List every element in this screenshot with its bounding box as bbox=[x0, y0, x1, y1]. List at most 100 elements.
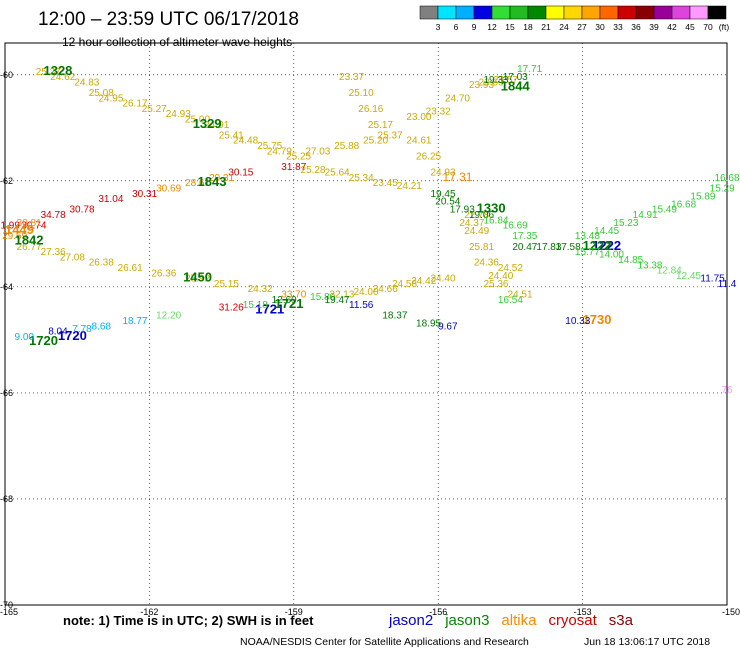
wave-height-label: 28.61 bbox=[185, 178, 210, 189]
pass-time-label: 1330 bbox=[477, 201, 506, 216]
wave-height-label: 16.54 bbox=[498, 295, 523, 306]
satellite-legend-item: jason2 bbox=[388, 612, 433, 629]
wave-height-label: 24.37 bbox=[459, 218, 484, 229]
wave-height-label: 15.89 bbox=[690, 191, 715, 202]
satellite-legend-item: cryosat bbox=[548, 612, 597, 629]
wave-height-label: 17.03 bbox=[503, 72, 528, 83]
wave-height-label: 26.16 bbox=[358, 104, 383, 115]
pass-time-label: 1720 bbox=[58, 328, 87, 343]
x-tick-label: -165 bbox=[0, 607, 18, 617]
wave-height-label: 24.61 bbox=[406, 136, 431, 147]
wave-height-label: 24.21 bbox=[397, 181, 422, 192]
wave-height-label: 15.80 bbox=[310, 292, 335, 303]
y-tick-label: -60 bbox=[0, 70, 13, 80]
wave-height-label: 34.78 bbox=[41, 210, 66, 221]
y-tick-label: -66 bbox=[0, 388, 13, 398]
pass-time-label: 1721 bbox=[275, 296, 304, 311]
scale-swatch bbox=[707, 5, 727, 20]
wave-height-label: 30.78 bbox=[69, 205, 94, 216]
plot-frame bbox=[4, 42, 728, 606]
wave-height-label: 23.57 bbox=[493, 75, 518, 86]
wave-height-label: 14.00 bbox=[599, 250, 624, 261]
scale-tick-label: 36 bbox=[631, 22, 641, 32]
scale-swatch bbox=[437, 5, 457, 20]
wave-height-label: 19.47 bbox=[325, 295, 350, 306]
wave-height-label: 25.08 bbox=[89, 88, 114, 99]
wave-height-label: 11.4 bbox=[718, 279, 737, 290]
satellite-legend: jason2 jason3 altika cryosat s3a bbox=[388, 612, 634, 629]
satellite-legend-item: jason3 bbox=[444, 612, 489, 629]
scale-tick-label: 15 bbox=[505, 22, 515, 32]
scale-unit-label: (ft) bbox=[719, 22, 730, 32]
scale-tick-label: 30 bbox=[595, 22, 605, 32]
wave-height-label: 24.95 bbox=[98, 93, 123, 104]
wave-height-label: 7.78 bbox=[72, 324, 92, 335]
wave-height-label: 24.62 bbox=[50, 72, 75, 83]
wave-height-label: 13.38 bbox=[637, 260, 662, 271]
chart-title: 12:00 – 23:59 UTC 06/17/2018 bbox=[38, 9, 299, 30]
pass-time-label: 1721 bbox=[255, 301, 284, 316]
wave-height-label: 12.69 bbox=[272, 295, 297, 306]
wave-height-label: 25.88 bbox=[334, 141, 359, 152]
wave-height-label: 25.20 bbox=[363, 136, 388, 147]
scale-swatch bbox=[473, 5, 493, 20]
wave-height-label: 24.40 bbox=[430, 274, 455, 285]
wave-height-label: 24.79 bbox=[267, 146, 292, 157]
scale-tick-label: 24 bbox=[559, 22, 569, 32]
wave-height-label: 25.75 bbox=[257, 141, 282, 152]
pass-time-label: 1730 bbox=[583, 312, 612, 327]
wave-height-label: 17.31 bbox=[442, 170, 472, 184]
scale-tick-label: 3 bbox=[436, 22, 441, 32]
wave-height-label: 24.58 bbox=[392, 279, 417, 290]
wave-height-label: 25.17 bbox=[368, 120, 393, 131]
wave-height-label: 76 bbox=[721, 385, 733, 396]
wave-height-label: 24.36 bbox=[474, 258, 499, 269]
scale-swatch bbox=[689, 5, 709, 20]
wave-height-label: 14.85 bbox=[618, 255, 643, 266]
footer-credit: NOAA/NESDIS Center for Satellite Applica… bbox=[240, 636, 529, 648]
x-tick-label: -159 bbox=[285, 607, 303, 617]
x-axis-ticks: -165 -162 -159 -156 -153 -150 bbox=[0, 607, 740, 617]
wave-height-label: 18.37 bbox=[382, 311, 407, 322]
wave-height-label: 19.33 bbox=[483, 75, 508, 86]
color-scale-legend: 3 6 9 12 15 18 21 24 27 30 33 36 39 42 45 70 (ft) bbox=[419, 5, 730, 32]
scale-tick-label: 39 bbox=[649, 22, 659, 32]
wave-height-label: 14.45 bbox=[594, 226, 619, 237]
wave-height-label: 31.87 bbox=[281, 162, 306, 173]
pass-time-label: 1450 bbox=[183, 270, 212, 285]
wave-height-label: 27.03 bbox=[305, 146, 330, 157]
scale-tick-label: 42 bbox=[667, 22, 677, 32]
scale-swatch bbox=[617, 5, 637, 20]
wave-height-label: 24.42 bbox=[411, 276, 436, 287]
wave-height-label: 12.20 bbox=[156, 311, 181, 322]
pass-time-label: 1720 bbox=[29, 333, 58, 348]
wave-height-label: 24.49 bbox=[464, 226, 489, 237]
wave-height-label: 29.69 bbox=[2, 231, 27, 242]
scale-tick-label: 33 bbox=[613, 22, 623, 32]
wave-height-label: 24.93 bbox=[430, 168, 455, 179]
satellite-legend-item: s3a bbox=[609, 612, 634, 629]
wave-height-label: 30.81 bbox=[17, 218, 42, 229]
wave-height-label: 25.28 bbox=[301, 165, 326, 176]
scale-swatch bbox=[455, 5, 475, 20]
wave-height-label: 30.74 bbox=[21, 221, 46, 232]
wave-height-label: 17.83 bbox=[536, 242, 561, 253]
wave-height-label: 15.77 bbox=[575, 247, 600, 258]
scale-tick-label: 70 bbox=[703, 22, 713, 32]
wave-height-label: 31.99 bbox=[0, 221, 20, 232]
wave-height-label: 15.29 bbox=[710, 183, 735, 194]
wave-height-label: 18.95 bbox=[416, 319, 441, 330]
wave-height-label: 27.08 bbox=[60, 252, 85, 263]
wave-height-label: 25.41 bbox=[219, 130, 244, 141]
wave-height-label: 15.49 bbox=[652, 205, 677, 216]
scale-swatch bbox=[671, 5, 691, 20]
scale-tick-label: 6 bbox=[454, 22, 459, 32]
wave-height-label: 24.93 bbox=[166, 109, 191, 120]
wave-height-label: 27.36 bbox=[41, 247, 66, 258]
wave-height-label: 9.67 bbox=[438, 321, 458, 332]
y-tick-label: -62 bbox=[0, 176, 13, 186]
wave-height-label: 25.25 bbox=[286, 152, 311, 163]
